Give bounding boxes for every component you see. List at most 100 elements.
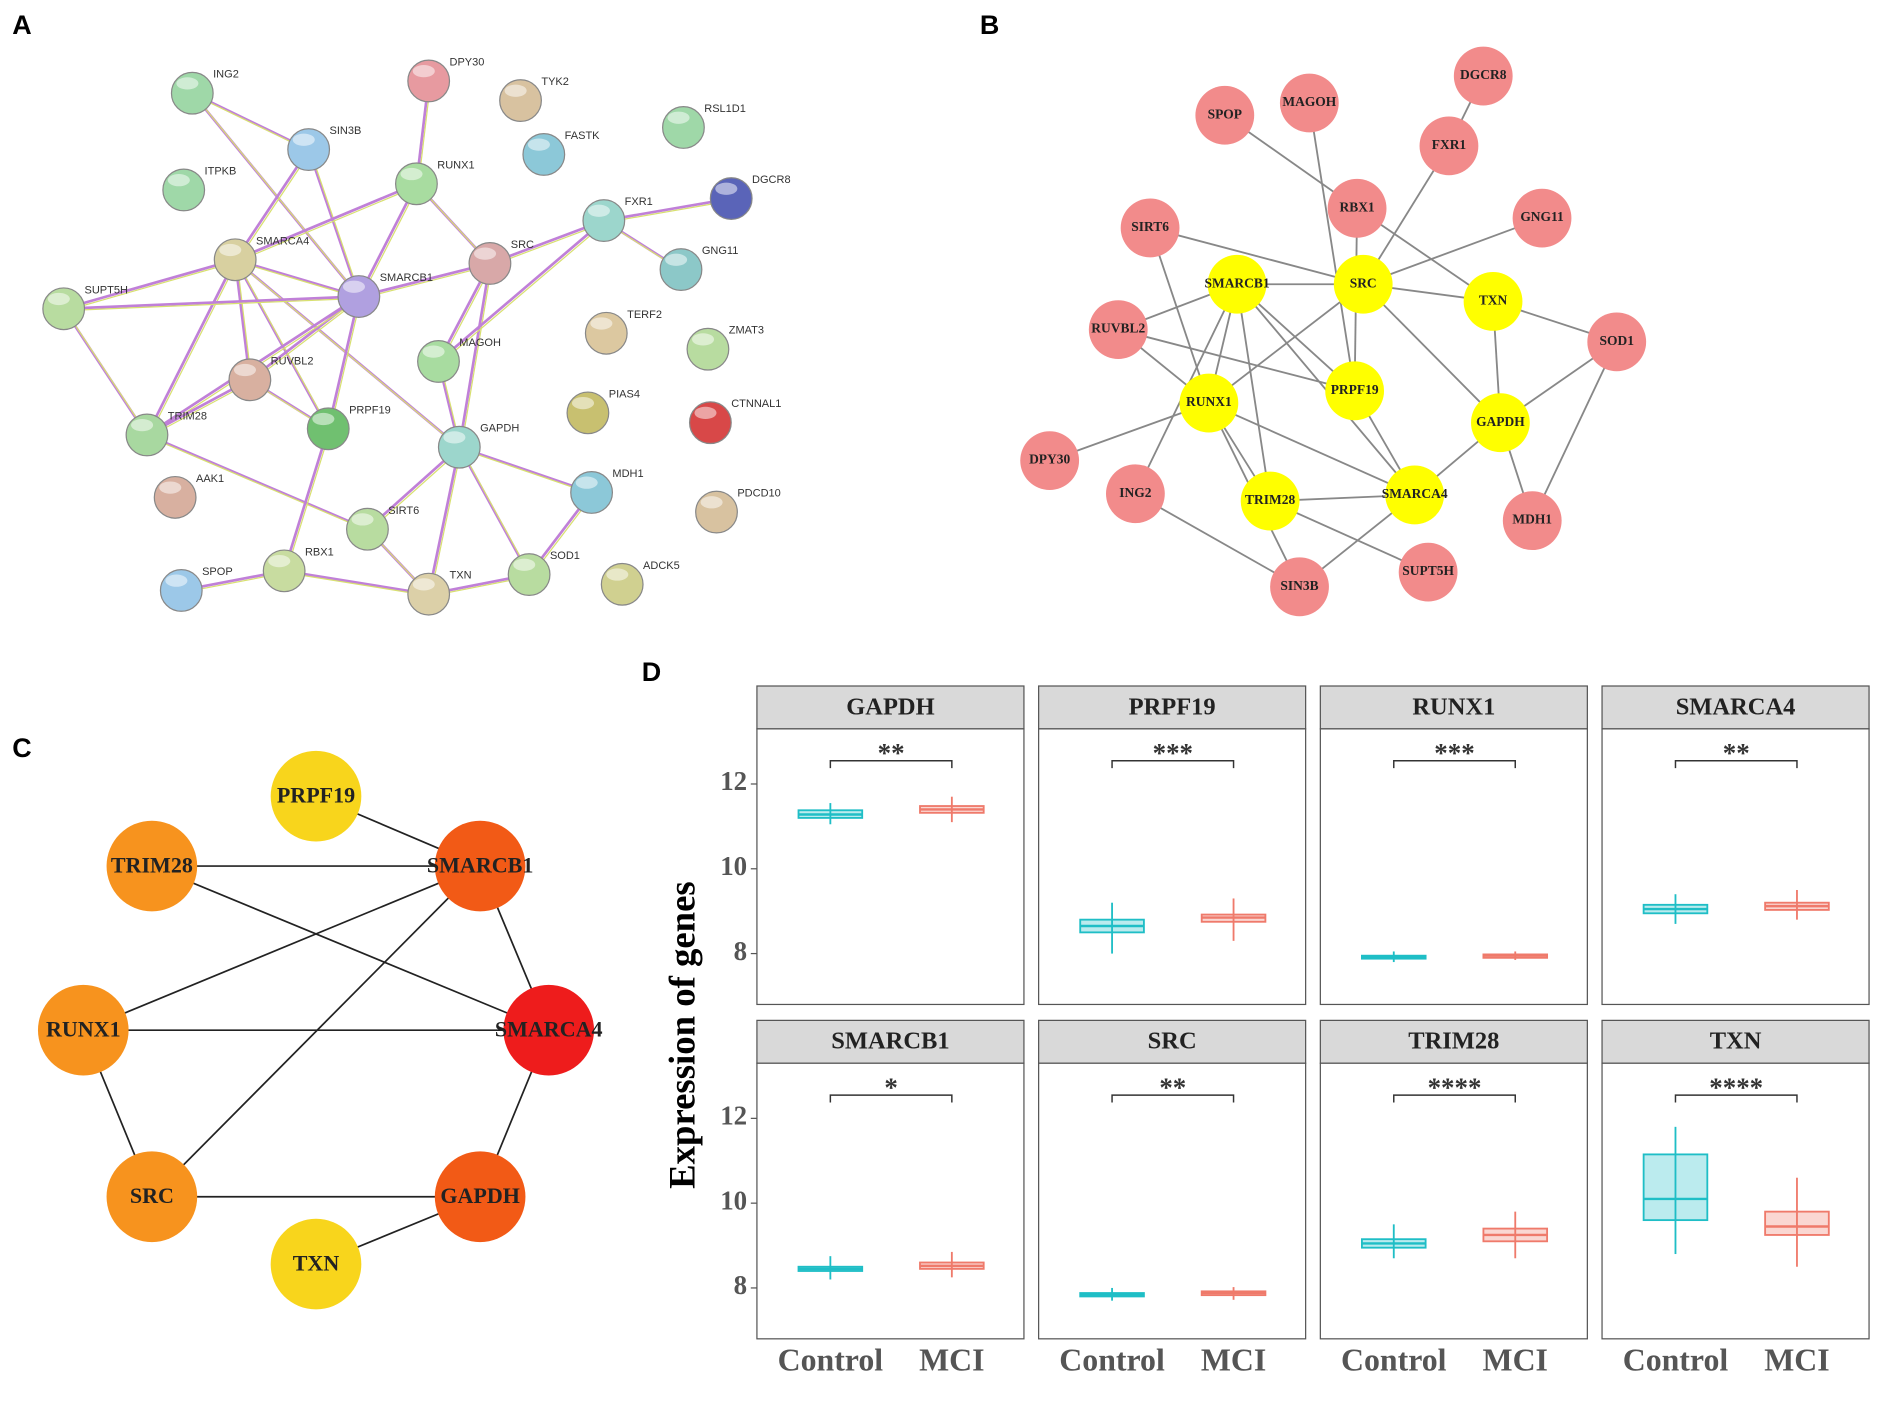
node-highlight [700,496,723,509]
node [1333,254,1393,314]
facet-title: PRPF19 [1129,693,1216,720]
node-label: SIN3B [329,125,361,137]
node-label: TRIM28 [1245,492,1295,507]
node [1120,198,1180,258]
node-label: SUPT5H [85,284,129,296]
node [1463,272,1523,331]
edge [1362,283,1502,424]
strip [1601,1019,1870,1064]
node-highlight [694,406,717,419]
edge [251,297,362,383]
node-label: DGCR8 [752,174,791,186]
node-label: SIRT6 [1131,219,1169,234]
edge [234,182,417,262]
node [37,984,129,1076]
node-label: AAK1 [196,473,224,485]
node [1587,312,1647,372]
node-label: RUVBL2 [1091,321,1145,336]
node-label: ING2 [213,69,239,81]
node-label: RUNX1 [437,159,474,171]
y-tick-label: 12 [720,766,747,796]
x-tick-label: MCI [1201,1343,1266,1378]
significance-bracket [1111,1094,1235,1103]
x-tick-label: Control [1623,1343,1729,1378]
significance-label: **** [1709,1072,1763,1102]
node-label: RSL1D1 [704,103,746,115]
edge [283,569,429,596]
node-label: SOD1 [1600,333,1635,348]
box [1764,1210,1830,1236]
edge [65,261,238,312]
y-tick-label: 12 [720,1101,747,1131]
plot-frame [756,1062,1025,1340]
node-highlight [312,412,335,426]
edge [82,865,481,1031]
node-highlight [233,363,256,377]
node [1270,557,1329,617]
significance-label: *** [1434,738,1474,768]
edge [249,295,360,381]
node [270,750,362,842]
node-label: SMARCB1 [1204,275,1269,290]
node-highlight [587,204,610,217]
x-tick-label: Control [1341,1343,1447,1378]
node-highlight [590,317,613,330]
significance-label: ** [1723,738,1750,768]
plot-frame [1038,1062,1307,1340]
edge [427,446,461,595]
strip [1319,1019,1588,1064]
node [1240,471,1300,531]
node-label: TXN [293,1250,340,1275]
node-label: SMARCA4 [256,235,309,247]
panel-label: B [980,10,999,40]
node [1179,373,1239,433]
node [1020,431,1080,491]
edge [460,265,493,450]
edge [191,91,310,151]
node-label: SUPT5H [1402,563,1454,578]
edge [233,259,330,430]
node [270,1218,362,1310]
node-highlight [692,333,715,346]
facet-title: TXN [1710,1028,1762,1055]
panel-label: C [12,733,31,763]
node [1325,361,1385,421]
edge [282,428,330,572]
strip [1319,685,1588,730]
node-highlight [571,396,595,410]
edge [65,297,361,312]
node-label: GNG11 [1520,209,1564,224]
edge [151,865,481,1198]
facet-title: SMARCB1 [831,1028,949,1055]
node [1502,491,1562,551]
node-label: TXN [450,570,472,582]
significance-label: *** [1153,738,1193,768]
edge [1362,217,1543,286]
node [434,1151,526,1243]
x-tick-label: MCI [1483,1343,1548,1378]
edge [1236,284,1272,502]
node-label: SPOP [1208,106,1242,121]
edge [148,436,370,532]
facet-title: RUNX1 [1412,693,1495,720]
node-label: PRPF19 [1331,382,1379,397]
panel-label: D [642,657,661,687]
node-label: SMARCA4 [495,1016,603,1041]
y-tick-label: 8 [734,936,747,966]
edge [1208,402,1416,496]
node-highlight [443,431,466,444]
node-highlight [575,476,598,489]
node-highlight [422,345,445,358]
edge [307,149,361,297]
edge [65,310,150,438]
edge [1208,283,1364,404]
edge [145,259,237,436]
edge [236,151,311,262]
node-label: RBX1 [1339,199,1374,214]
node-label: SRC [130,1183,174,1208]
node-label: DPY30 [1029,452,1070,467]
node-label: RUNX1 [1186,394,1232,409]
plot-frame [1319,1062,1588,1340]
facet-title: TRIM28 [1408,1028,1499,1055]
